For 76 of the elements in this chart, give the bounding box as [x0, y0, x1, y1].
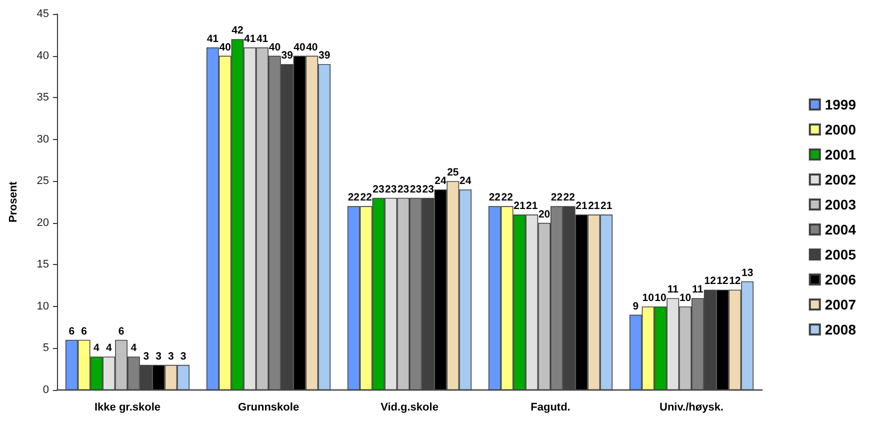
- x-tick-label: Vid.g.skole: [380, 402, 438, 414]
- data-label: 11: [667, 284, 679, 296]
- data-label: 12: [704, 275, 716, 288]
- x-tick-label: Grunnskole: [238, 402, 300, 414]
- data-label: 23: [385, 183, 397, 196]
- legend-label: 2003: [824, 196, 856, 212]
- data-label: 22: [348, 192, 360, 204]
- data-label: 41: [206, 32, 219, 45]
- legend-label: 1999: [824, 96, 856, 112]
- data-label: 42: [232, 24, 244, 37]
- data-label: 12: [716, 275, 729, 288]
- y-tick-label: 20: [36, 216, 49, 229]
- data-label: 3: [180, 350, 186, 362]
- data-label: 24: [459, 174, 472, 187]
- data-label: 23: [397, 183, 410, 196]
- data-label: 10: [654, 292, 666, 304]
- legend-label: 2005: [824, 246, 856, 262]
- x-tick-label: Univ./høysk.: [660, 402, 724, 414]
- data-label: 40: [306, 41, 318, 54]
- y-tick-label: 45: [36, 8, 49, 20]
- legend-label: 2006: [824, 272, 856, 288]
- data-label: 21: [588, 200, 600, 212]
- y-tick-label: 15: [36, 258, 49, 271]
- data-label: 10: [642, 292, 654, 304]
- data-label: 4: [106, 342, 112, 354]
- data-label: 40: [294, 41, 306, 54]
- y-tick-label: 5: [42, 342, 49, 354]
- legend-label: 2002: [824, 172, 856, 188]
- data-label: 3: [143, 350, 150, 362]
- legend-label: 2007: [824, 296, 856, 312]
- y-tick-label: 25: [36, 175, 49, 188]
- y-axis-title: Prosent: [8, 181, 20, 222]
- x-tick-label: Fagutd.: [530, 402, 570, 414]
- data-label: 3: [168, 350, 174, 362]
- legend-label: 2001: [824, 146, 856, 162]
- data-label: 39: [318, 50, 330, 62]
- data-label: 4: [130, 342, 137, 354]
- data-label: 22: [501, 192, 514, 204]
- legend-label: 2000: [824, 122, 856, 138]
- data-label: 24: [434, 174, 447, 187]
- data-label: 11: [692, 284, 704, 296]
- y-tick-label: 35: [36, 92, 49, 104]
- data-label: 20: [538, 208, 550, 220]
- data-label: 22: [563, 192, 576, 204]
- data-label: 25: [447, 166, 459, 179]
- data-label: 41: [244, 32, 256, 45]
- data-label: 39: [281, 50, 294, 62]
- data-label: 3: [156, 350, 162, 362]
- data-label: 6: [118, 325, 124, 338]
- data-label: 22: [550, 192, 563, 204]
- data-label: 12: [729, 275, 741, 288]
- data-label: 40: [219, 41, 232, 54]
- data-label: 21: [514, 200, 526, 212]
- data-label: 40: [268, 41, 281, 54]
- data-label: 22: [488, 192, 501, 204]
- data-label: 41: [256, 32, 268, 45]
- y-tick-label: 30: [36, 133, 49, 146]
- data-label: 13: [741, 266, 754, 279]
- data-label: 21: [576, 200, 588, 212]
- data-label: 4: [94, 342, 100, 354]
- data-label: 9: [632, 300, 639, 312]
- data-label: 23: [422, 183, 434, 196]
- legend-label: 2008: [824, 322, 856, 338]
- data-label: 10: [679, 292, 692, 304]
- data-label: 6: [68, 325, 75, 338]
- data-label: 21: [526, 200, 538, 212]
- data-label: 22: [360, 192, 372, 204]
- y-tick-label: 40: [36, 50, 49, 62]
- y-tick-label: 0: [42, 384, 49, 396]
- y-tick-label: 10: [36, 300, 49, 312]
- data-label: 21: [600, 200, 612, 212]
- data-label: 23: [372, 183, 384, 196]
- x-tick-label: Ikke gr.skole: [94, 402, 161, 414]
- legend-label: 2004: [824, 222, 856, 238]
- data-label: 23: [410, 183, 422, 196]
- data-label: 6: [81, 325, 88, 338]
